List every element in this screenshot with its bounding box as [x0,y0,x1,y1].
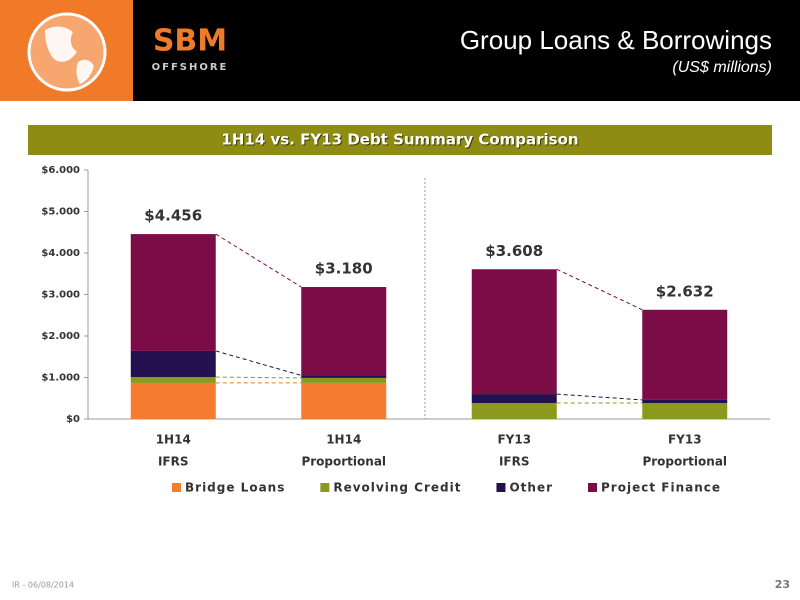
y-tick-label: $2.000 [41,331,80,342]
bar-segment [130,234,216,351]
x-tick-label: IFRS [158,455,189,469]
page-number: 23 [775,578,790,591]
chart-banner [28,125,772,155]
legend-swatch [320,483,330,492]
logo-text: SBM [153,24,227,59]
bar-segment [471,394,557,404]
x-tick-label: FY13 [497,433,531,447]
x-tick-label: 1H14 [156,433,191,447]
total-label: $4.456 [144,207,202,225]
bar-segment [130,382,216,419]
legend-label: Project Finance [601,481,721,495]
bar-segment [642,403,728,419]
legend-label: Other [509,481,553,495]
logo-subtext: OFFSHORE [152,62,229,73]
legend-swatch [588,483,598,492]
x-tick-label: IFRS [499,455,530,469]
total-label: $3.180 [315,260,373,278]
bar-segment [471,269,557,395]
bar-segment [130,350,216,378]
legend-swatch [172,483,181,492]
legend-swatch [496,483,506,492]
bar-segment [301,377,387,383]
globe [27,12,107,92]
header-bar [0,0,800,101]
bar-segment [130,377,216,383]
connector [215,233,302,288]
x-tick-label: FY13 [668,433,702,447]
connector [556,393,643,401]
slide-subtitle: (US$ millions) [672,59,772,76]
chart-title-shadow: 1H14 vs. FY13 Debt Summary Comparison [222,132,579,150]
slide-title: Group Loans & Borrowings [460,25,772,55]
x-tick-label: Proportional [301,455,386,469]
connector [556,268,643,311]
legend-label: Bridge Loans [185,481,285,495]
connector [215,350,302,376]
total-label: $3.608 [485,242,543,260]
y-tick-label: $3.000 [41,290,80,301]
connector [215,376,302,379]
x-tick-label: 1H14 [326,433,361,447]
x-tick-label: Proportional [642,455,727,469]
y-tick-label: $6.000 [41,165,80,176]
chart-title: 1H14 vs. FY13 Debt Summary Comparison [221,131,578,149]
y-tick-label: $0 [66,414,80,425]
total-label: $2.632 [656,282,714,300]
legend-label: Revolving Credit [333,481,461,495]
footer-date: IR - 06/08/2014 [12,581,74,590]
bar-segment [301,375,387,378]
bar-segment [301,382,387,419]
bar-segment [301,287,387,376]
y-tick-label: $5.000 [41,207,80,218]
bar-segment [642,309,728,400]
y-tick-label: $1.000 [41,373,80,384]
bar-segment [642,399,728,404]
bar-segment [471,403,557,419]
y-tick-label: $4.000 [41,248,80,259]
